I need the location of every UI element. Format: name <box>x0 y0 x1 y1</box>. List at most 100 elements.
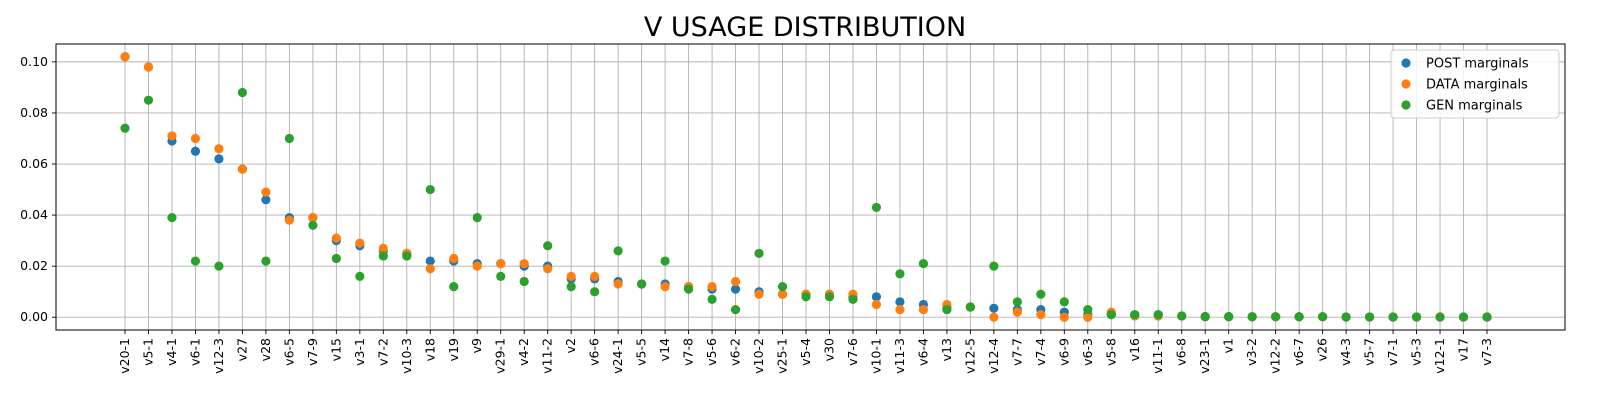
gen-point <box>425 184 435 195</box>
gen-point <box>496 271 506 281</box>
gen-point <box>1106 310 1116 320</box>
x-tick-label: v19 <box>446 338 461 361</box>
legend-marker <box>1401 79 1411 89</box>
post-point <box>214 154 224 164</box>
data-point <box>730 276 741 287</box>
data-point <box>472 261 482 271</box>
x-tick-label: v11-2 <box>540 338 555 374</box>
data-point <box>214 144 224 154</box>
x-tick-label: v14 <box>657 338 672 361</box>
gen-point <box>519 276 529 287</box>
x-tick-label: v4-1 <box>164 338 179 366</box>
x-tick-label: v1 <box>1221 338 1236 353</box>
post-point <box>989 303 999 313</box>
gen-point <box>637 279 647 289</box>
data-point <box>261 187 271 197</box>
gen-point <box>1318 312 1328 322</box>
post-point <box>895 297 905 307</box>
x-tick-label: v10-1 <box>868 338 883 374</box>
x-tick-label: v5-6 <box>704 338 719 366</box>
x-tick-label: v10-3 <box>399 338 414 374</box>
x-tick-label: v4-3 <box>1338 338 1353 366</box>
gen-point <box>801 292 811 302</box>
gen-point <box>1458 312 1469 322</box>
plot-frame <box>55 43 1566 331</box>
data-point <box>237 164 248 174</box>
data-point <box>167 131 177 141</box>
x-tick-label: v6-2 <box>728 338 743 366</box>
gen-point <box>378 251 388 261</box>
data-point <box>989 312 999 322</box>
x-tick-label: v17 <box>1456 338 1471 361</box>
gen-point <box>1482 312 1492 322</box>
gen-point <box>167 213 177 223</box>
data-point <box>355 238 365 248</box>
data-point <box>590 271 600 281</box>
post-point <box>190 146 201 156</box>
x-tick-label: v12-1 <box>1432 338 1447 374</box>
data-point <box>519 259 529 269</box>
legend-label: GEN marginals <box>1426 99 1523 114</box>
gen-point <box>1435 312 1445 322</box>
gen-point <box>1411 312 1422 322</box>
x-tick-label: v7-2 <box>375 338 390 366</box>
gen-point <box>261 256 271 266</box>
x-tick-label: v11-1 <box>1150 338 1165 374</box>
data-point <box>754 289 764 299</box>
y-axis: 0.00 0.02 0.04 0.06 0.08 0.10 <box>20 54 56 324</box>
x-tick-label: v12-2 <box>1268 338 1283 374</box>
x-tick-label: v6-1 <box>187 338 202 366</box>
gen-point <box>355 271 365 281</box>
x-tick-label: v6-4 <box>915 338 930 366</box>
data-point <box>613 279 623 289</box>
gen-point <box>707 294 717 304</box>
x-tick-label: v10-2 <box>751 338 766 374</box>
data-point <box>918 304 929 315</box>
legend: POST marginals DATA marginals GEN marginal… <box>1390 49 1560 119</box>
post-point <box>261 195 271 205</box>
x-tick-label: v12-5 <box>962 338 977 374</box>
data-point <box>707 281 717 292</box>
gen-point <box>1130 310 1140 320</box>
gen-point <box>777 281 788 292</box>
gen-point <box>730 304 741 315</box>
gen-point <box>660 256 670 266</box>
data-point <box>449 253 459 264</box>
y-tick-label: 0.06 <box>20 156 48 171</box>
x-tick-label: v11-3 <box>892 338 907 374</box>
post-point <box>730 284 741 294</box>
gen-point <box>120 123 130 133</box>
legend-marker <box>1401 58 1411 68</box>
x-tick-label: v27 <box>234 338 249 361</box>
data-point <box>308 213 318 223</box>
gen-point <box>1200 312 1210 322</box>
x-tick-label: v4-2 <box>516 338 531 366</box>
gen-point <box>824 292 835 302</box>
data-point <box>1083 312 1093 322</box>
data-point <box>143 62 154 72</box>
data-point <box>1012 307 1022 317</box>
gen-point <box>1224 312 1234 322</box>
gen-point <box>848 294 858 304</box>
data-point <box>1036 310 1046 320</box>
grid-lines <box>56 44 1565 330</box>
gen-point <box>1153 310 1163 320</box>
x-tick-label: v20-1 <box>117 338 132 374</box>
data-point <box>331 233 341 243</box>
x-tick-label: v7-6 <box>845 338 860 366</box>
x-tick-label: v3-2 <box>1244 338 1259 366</box>
gen-point <box>1341 312 1351 322</box>
x-tick-label: v16 <box>1127 338 1142 361</box>
x-tick-label: v2 <box>563 338 578 353</box>
x-tick-label: v28 <box>258 338 273 361</box>
gen-point <box>1364 312 1375 322</box>
gen-point <box>1294 312 1304 322</box>
data-point <box>566 271 576 281</box>
gen-point <box>1059 297 1069 307</box>
x-tick-label: v25-1 <box>775 338 790 374</box>
gen-point <box>895 269 905 279</box>
gen-point <box>871 202 882 213</box>
data-point <box>425 264 435 274</box>
data-point <box>496 259 506 269</box>
